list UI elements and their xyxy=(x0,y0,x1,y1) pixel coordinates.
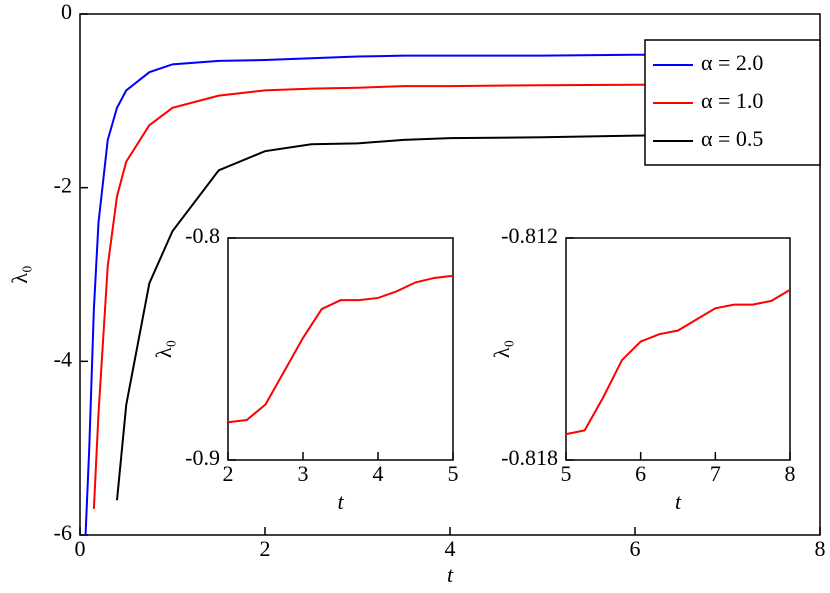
x-tick-label: 8 xyxy=(815,536,826,561)
y-tick-label: -2 xyxy=(54,173,72,198)
legend-label: α = 0.5 xyxy=(701,126,763,151)
y-tick-label: -0.818 xyxy=(501,445,558,470)
legend-label: α = 1.0 xyxy=(701,88,763,113)
y-tick-label: -0.9 xyxy=(185,445,220,470)
x-axis-label: t xyxy=(337,489,344,514)
series-line xyxy=(566,288,790,436)
legend-label: α = 2.0 xyxy=(701,50,763,75)
y-axis-label: λ₀ xyxy=(489,340,514,358)
y-tick-label: -0.8 xyxy=(185,223,220,248)
x-tick-label: 4 xyxy=(445,536,456,561)
series-line xyxy=(116,132,820,501)
x-axis-label: t xyxy=(447,562,454,587)
x-tick-label: 2 xyxy=(260,536,271,561)
plot-frame xyxy=(565,237,791,461)
y-tick-label: 0 xyxy=(61,0,72,24)
x-tick-label: 6 xyxy=(635,461,646,486)
x-tick-label: 2 xyxy=(223,461,234,486)
y-tick-label: -0.812 xyxy=(501,223,558,248)
series-line xyxy=(228,274,453,424)
x-tick-label: 8 xyxy=(785,461,796,486)
x-tick-label: 3 xyxy=(298,461,309,486)
x-tick-label: 7 xyxy=(710,461,721,486)
x-tick-label: 6 xyxy=(630,536,641,561)
y-tick-label: -6 xyxy=(54,520,72,545)
x-tick-label: 5 xyxy=(448,461,459,486)
x-tick-label: 5 xyxy=(561,461,572,486)
plot-frame xyxy=(227,237,454,461)
x-tick-label: 4 xyxy=(373,461,384,486)
x-axis-label: t xyxy=(675,489,682,514)
y-axis-label: λ₀ xyxy=(7,265,32,283)
y-axis-label: λ₀ xyxy=(151,340,176,358)
x-tick-label: 0 xyxy=(75,536,86,561)
series-line xyxy=(84,53,820,535)
series-line xyxy=(92,83,820,509)
y-tick-label: -4 xyxy=(54,346,72,371)
